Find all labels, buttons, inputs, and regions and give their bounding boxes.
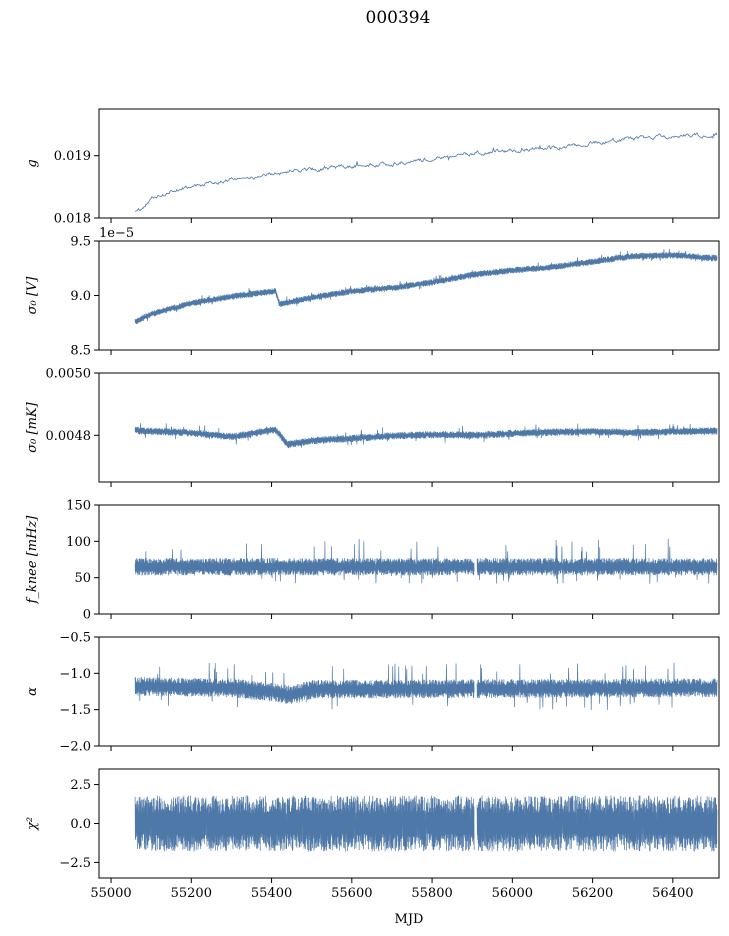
x-tick-label: 56200 bbox=[572, 886, 613, 901]
panel-3: 0.0048 0.0050 σ₀ [mK] bbox=[25, 367, 720, 487]
y-tick-label: −2.0 bbox=[59, 740, 91, 755]
x-tick-label: 55800 bbox=[411, 886, 452, 901]
series-line-5-1 bbox=[134, 662, 718, 710]
x-tick-label: 55400 bbox=[251, 886, 292, 901]
x-tick-label: 56000 bbox=[492, 886, 533, 901]
figure-title: 000394 bbox=[366, 8, 431, 28]
y-axis-label: f_knee [mHz] bbox=[25, 515, 40, 605]
x-tick-label: 55600 bbox=[331, 886, 372, 901]
panel-5: −2.0 −1.5 −1.0 −0.5 α bbox=[25, 631, 720, 755]
series-line-6-1 bbox=[134, 795, 718, 852]
axes-frame bbox=[98, 636, 720, 747]
y-tick-label: 8.5 bbox=[70, 344, 91, 359]
x-tick-label: 55200 bbox=[171, 886, 212, 901]
y-tick-label: 9.0 bbox=[70, 289, 91, 304]
series-line-4-1 bbox=[134, 538, 718, 584]
y-tick-label: 0.018 bbox=[54, 212, 91, 227]
y-offset-label: 1e−5 bbox=[99, 226, 134, 241]
panel-6: −2.5 0.0 2.5 55000 55200 55400 55600 55800 56000… bbox=[25, 768, 720, 901]
y-tick-label: −1.5 bbox=[59, 703, 91, 718]
panel-1: 0.018 0.019 g bbox=[25, 108, 720, 227]
series-line-2-1 bbox=[134, 248, 718, 325]
series-line-1-1 bbox=[134, 132, 718, 212]
y-tick-label: −1.0 bbox=[59, 667, 91, 682]
axes-frame bbox=[98, 504, 720, 615]
y-tick-label: 0.0 bbox=[70, 817, 91, 832]
y-tick-label: 0 bbox=[83, 608, 91, 623]
y-tick-label: 2.5 bbox=[70, 778, 91, 793]
y-tick-label: 0.0048 bbox=[46, 429, 92, 444]
y-tick-label: 100 bbox=[66, 535, 91, 550]
series-line-3-1 bbox=[134, 423, 718, 449]
y-axis-label: α bbox=[25, 687, 40, 696]
x-axis-label: MJD bbox=[395, 912, 424, 927]
y-tick-label: −0.5 bbox=[59, 631, 91, 646]
y-tick-label: 0.0050 bbox=[46, 367, 92, 382]
y-tick-label: 50 bbox=[74, 571, 91, 586]
y-tick-label: 9.5 bbox=[70, 235, 91, 250]
y-tick-label: −2.5 bbox=[59, 856, 91, 871]
axes-frame bbox=[98, 372, 720, 483]
panel-2: 8.5 9.0 9.5 1e−5 σ₀ [V] bbox=[25, 226, 720, 359]
x-tick-label: 55000 bbox=[90, 886, 131, 901]
y-tick-label: 0.019 bbox=[54, 149, 91, 164]
y-axis-label: σ₀ [V] bbox=[25, 276, 40, 315]
y-tick-label: 150 bbox=[66, 499, 91, 514]
x-tick-label: 56400 bbox=[652, 886, 693, 901]
y-axis-label: g bbox=[25, 159, 40, 167]
y-axis-label: χ² bbox=[25, 817, 40, 831]
panel-4: 0 50 100 150 f_knee [mHz] bbox=[25, 499, 720, 623]
y-axis-label: σ₀ [mK] bbox=[25, 401, 40, 452]
axes-frame bbox=[98, 108, 720, 219]
